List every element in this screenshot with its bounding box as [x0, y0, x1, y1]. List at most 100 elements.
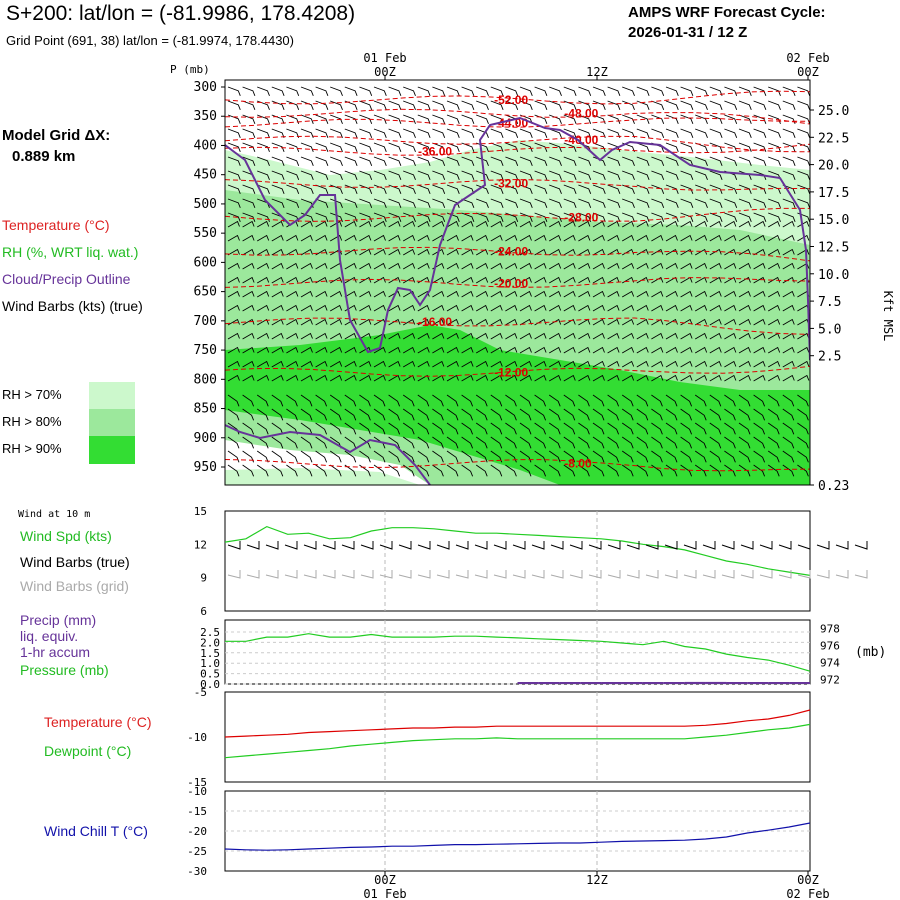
wind-barb — [373, 248, 386, 256]
wind-barb — [286, 290, 299, 298]
wind-barb — [315, 262, 328, 270]
wind-barb — [417, 346, 430, 354]
wind-barb — [753, 220, 766, 228]
wind-barb — [359, 394, 371, 407]
p-tick-label: 800 — [194, 372, 217, 387]
wind-barb — [286, 394, 298, 407]
wind-barb — [388, 262, 401, 270]
wind-barb — [373, 100, 387, 110]
wind-barb — [651, 114, 665, 124]
wind-barb — [724, 436, 736, 449]
chill-ytick-label: -20 — [187, 825, 207, 838]
wind-barb — [738, 128, 752, 138]
wind-barb-grid — [455, 570, 469, 579]
wind-barb — [402, 394, 415, 407]
wind-barb — [651, 450, 663, 463]
wind-barb — [300, 234, 313, 242]
wind-barb — [519, 318, 532, 326]
wind-barb — [519, 290, 532, 298]
wind-barb — [242, 464, 255, 477]
wind-barb — [680, 436, 693, 449]
wind-barb — [344, 422, 357, 435]
wind-barb — [242, 234, 255, 242]
wind-barb — [519, 276, 532, 284]
wind-barb — [694, 234, 708, 242]
wind-barb — [651, 220, 664, 228]
wind-barb — [563, 262, 576, 270]
wind-barb — [432, 422, 444, 435]
wind-barb — [534, 262, 547, 270]
wind-barb-grid — [702, 570, 716, 579]
wind-barb — [388, 360, 401, 368]
wind-barb — [417, 248, 430, 256]
wind-barb — [417, 394, 430, 407]
wind-barb — [505, 276, 518, 284]
wind-barb — [782, 464, 795, 477]
wind-barb — [505, 184, 519, 194]
wind-barb — [402, 248, 416, 256]
wind-barb — [417, 436, 430, 449]
wind-barb — [738, 142, 752, 152]
wind-barb — [271, 262, 284, 270]
wind-barb — [636, 360, 649, 368]
wind-barb-true — [512, 541, 526, 550]
wind-barb-true — [398, 541, 412, 550]
wind-barb — [621, 394, 634, 407]
cycle-value: 2026-01-31 / 12 Z — [628, 24, 748, 41]
wind-barb — [242, 198, 256, 208]
wind-barb — [797, 128, 810, 138]
wind-barb — [636, 262, 649, 270]
wind-barb — [315, 234, 328, 242]
wind-barb — [461, 262, 474, 270]
wind-barb — [607, 464, 620, 477]
wind-barb-grid — [683, 570, 697, 579]
wind-barb — [622, 100, 635, 110]
wind-barb — [636, 156, 650, 166]
precip-bar — [621, 682, 643, 684]
wind-barb — [388, 220, 401, 228]
wind-barb — [519, 220, 532, 228]
wind-barb — [782, 170, 796, 180]
wind-barb — [330, 156, 343, 166]
wind-barb — [578, 184, 592, 194]
wind-barb — [680, 360, 693, 368]
wind-barb — [242, 142, 256, 152]
wind-barb — [636, 170, 650, 180]
wind-barb — [768, 212, 781, 222]
wind-barb — [738, 346, 751, 354]
wind-barb — [432, 128, 446, 138]
wind-barb — [549, 100, 562, 110]
wind-barb — [724, 290, 737, 298]
wind-barb — [724, 360, 737, 368]
wind-barb — [534, 346, 547, 354]
wind-barb — [476, 212, 489, 222]
kft-tick-label: 5.0 — [818, 322, 841, 337]
wind-barb — [432, 360, 445, 368]
wind-barb — [227, 212, 241, 222]
wind-barb — [286, 304, 299, 312]
precip-ytick-label: 0.5 — [200, 668, 220, 681]
p-tick-label: 300 — [194, 80, 217, 95]
wind-barb — [388, 114, 402, 124]
wind-barb — [665, 422, 678, 435]
wind-barb — [446, 422, 459, 435]
wind-barb — [490, 156, 504, 166]
wind-barb — [578, 304, 591, 312]
wind-barb — [519, 450, 532, 463]
temp-series-line — [224, 723, 811, 759]
wind-barb — [578, 464, 590, 477]
wind-barb — [505, 262, 518, 270]
wind-barb — [753, 408, 766, 421]
temperature-contour-line — [225, 178, 810, 191]
wind-barb — [563, 248, 576, 256]
wind-barb — [490, 276, 503, 284]
wind-barb — [315, 248, 328, 256]
wind-barb — [490, 262, 503, 270]
wind-barb — [753, 156, 767, 166]
wind-barb — [724, 394, 736, 407]
wind-barb — [315, 276, 328, 284]
temperature-contour-label: -36.00 — [418, 144, 452, 158]
wind-barb — [315, 212, 329, 222]
wind-barb — [694, 408, 707, 421]
temperature-contour-label: -20.00 — [494, 276, 528, 290]
